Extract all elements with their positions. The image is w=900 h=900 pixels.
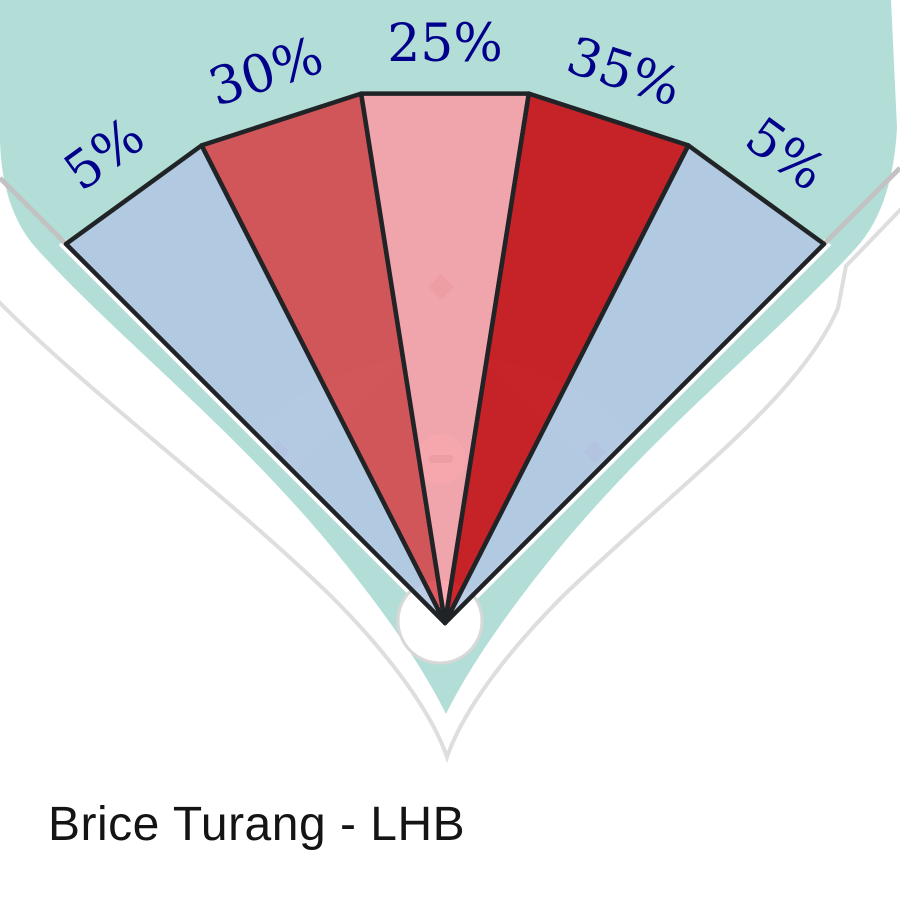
fan-wedges — [63, 91, 827, 626]
foul-line-left-gray — [0, 176, 68, 246]
outfield-wall-line — [0, 207, 900, 764]
wedge-4-5pct — [442, 143, 827, 626]
chart-title: Brice Turang - LHB — [48, 798, 466, 851]
foul-line-right-gray — [822, 166, 900, 246]
wedge-label-2: 25% — [387, 14, 503, 74]
